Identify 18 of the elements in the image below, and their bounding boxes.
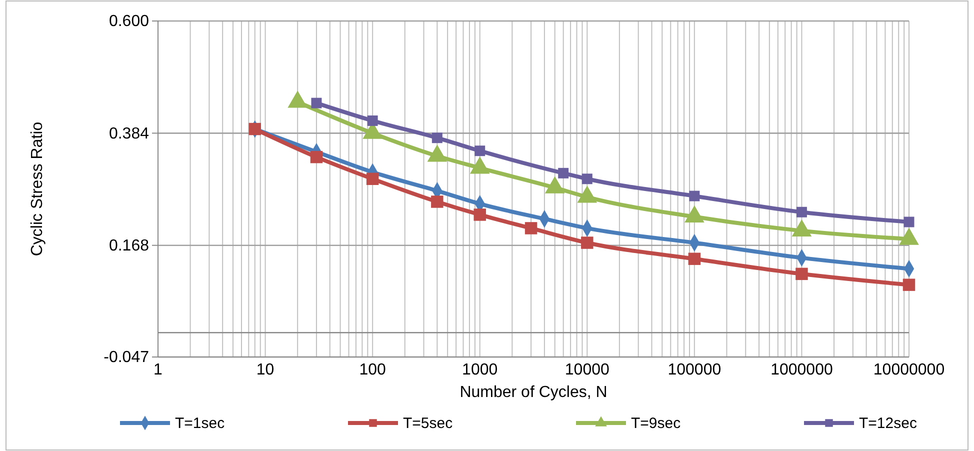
x-tick-label: 10000000 (873, 361, 945, 378)
legend-label: T=9sec (631, 415, 682, 432)
legend-label: T=12sec (859, 415, 918, 432)
y-tick-label: -0.047 (104, 349, 150, 366)
y-axis-title: Cyclic Stress Ratio (29, 122, 46, 256)
x-tick-label: 1000000 (770, 361, 833, 378)
legend-label: T=5sec (403, 415, 454, 432)
x-tick-label: 1000 (462, 361, 498, 378)
x-axis-title: Number of Cycles, N (460, 384, 608, 401)
x-tick-label: 100000 (668, 361, 722, 378)
x-tick-label: 10 (256, 361, 274, 378)
y-tick-label: 0.384 (108, 125, 150, 142)
x-tick-label: 10000 (564, 361, 610, 378)
legend-label: T=1sec (175, 415, 226, 432)
y-tick-label: 0.600 (108, 13, 150, 30)
y-tick-label: 0.168 (108, 237, 150, 254)
x-tick-label: 1 (154, 361, 163, 378)
x-tick-label: 100 (359, 361, 386, 378)
